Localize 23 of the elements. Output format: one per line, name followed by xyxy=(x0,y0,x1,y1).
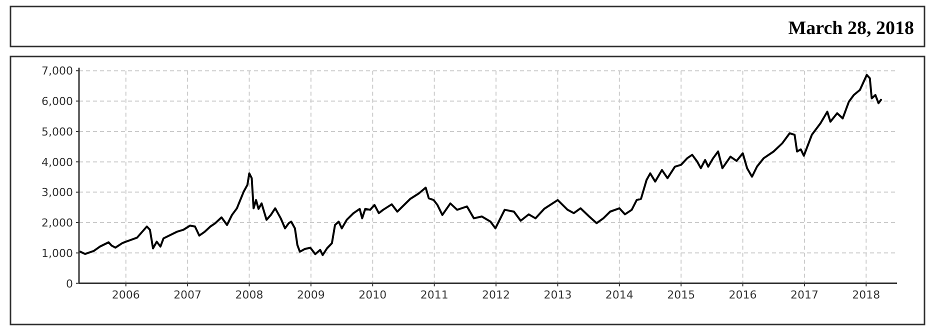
chart-title: March 28, 2018 xyxy=(788,18,914,39)
x-tick-label: 2014 xyxy=(605,288,634,302)
x-tick-label: 2008 xyxy=(235,288,264,302)
line-series xyxy=(79,74,882,256)
x-tick-label: 2016 xyxy=(728,288,757,302)
y-tick-label: 5,000 xyxy=(42,125,73,138)
x-tick-label: 2017 xyxy=(790,288,818,302)
x-tick-label: 2006 xyxy=(112,288,140,302)
x-tick-label: 2010 xyxy=(358,288,387,302)
x-tick-label: 2009 xyxy=(296,288,325,302)
x-tick-label: 2015 xyxy=(667,288,696,302)
y-tick-label: 4,000 xyxy=(42,156,73,169)
x-tick-label: 2007 xyxy=(174,288,202,302)
y-tick-label: 0 xyxy=(66,277,73,290)
x-tick-label: 2013 xyxy=(544,288,572,302)
x-tick-label: 2018 xyxy=(852,288,880,302)
x-tick-label: 2012 xyxy=(482,288,510,302)
y-tick-label: 7,000 xyxy=(42,64,73,78)
y-tick-label: 1,000 xyxy=(42,246,73,260)
x-tick-label: 2011 xyxy=(420,288,448,302)
y-tick-label: 3,000 xyxy=(42,186,73,200)
y-tick-label: 6,000 xyxy=(42,95,73,108)
y-tick-label: 2,000 xyxy=(42,216,73,230)
